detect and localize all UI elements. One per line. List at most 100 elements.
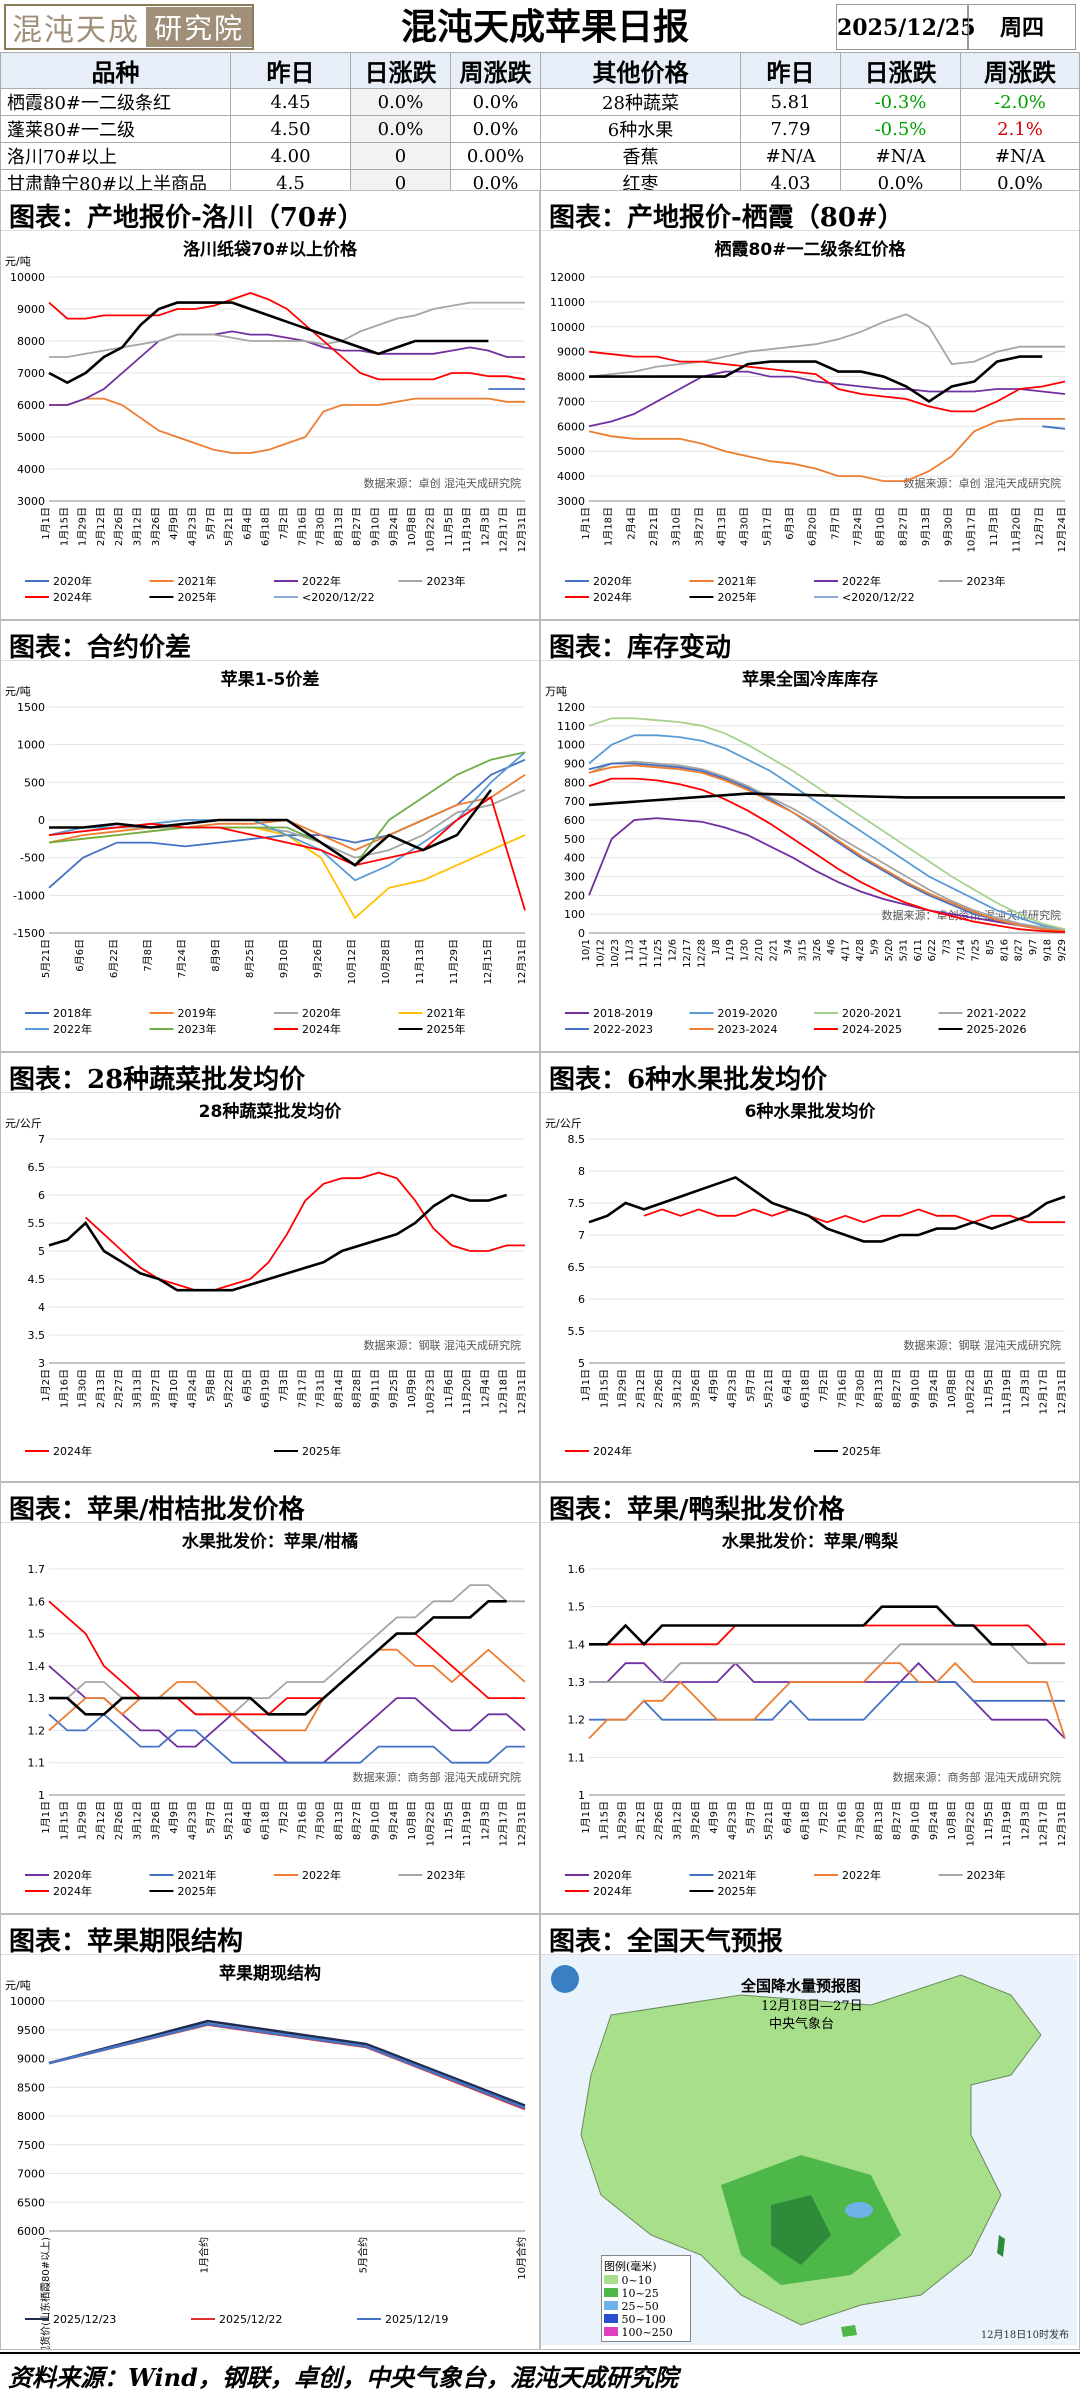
x-tick-label: 12月31日 xyxy=(516,939,528,984)
x-tick-label: 7月30日 xyxy=(855,1801,867,1840)
x-tick-label: 1/19 xyxy=(725,939,736,961)
y-axis-label: 元/吨 xyxy=(5,685,31,698)
series-line xyxy=(48,774,526,852)
x-tick-label: 2月13日 xyxy=(95,1369,107,1408)
x-tick-label: 9月24日 xyxy=(388,1801,400,1840)
x-tick-label: 7月2日 xyxy=(818,1369,830,1402)
y-tick-label: 7 xyxy=(578,1229,585,1242)
x-tick-label: 9月30日 xyxy=(943,507,955,546)
y-tick-label: 500 xyxy=(564,833,585,846)
variety: 洛川70#以上 xyxy=(0,142,231,170)
legend-label: 2025/12/22 xyxy=(219,2313,282,2326)
logo: 混沌天成 研究院 xyxy=(4,4,254,50)
x-tick-label: 4月9日 xyxy=(168,507,180,540)
x-tick-label: 6月4日 xyxy=(241,1801,253,1834)
y-tick-label: 4.5 xyxy=(28,1273,46,1286)
x-tick-label: 8/5 xyxy=(985,939,996,955)
x-tick-label: 7月30日 xyxy=(315,507,327,546)
y-tick-label: 1.3 xyxy=(568,1676,586,1689)
other-day-change: -0.5% xyxy=(840,115,961,143)
chart-title: 28种蔬菜批发均价 xyxy=(199,1101,343,1122)
x-tick-label: 4月23日 xyxy=(186,1801,198,1840)
x-tick-label: 1月1日 xyxy=(580,1801,592,1834)
x-tick-label: 12月17日 xyxy=(1038,1801,1050,1846)
legend-label: 2018年 xyxy=(53,1006,92,1020)
chart-qixia: 栖霞80#一二级条红价格 3000 4000 5000 6000 7000 8000 9000… xyxy=(550,239,1068,604)
series-line xyxy=(49,789,493,867)
x-tick-label: 9月10日 xyxy=(370,1801,382,1840)
legend-label: 2024年 xyxy=(593,1884,632,1898)
x-tick-label: 12月3日 xyxy=(1019,1369,1031,1408)
x-tick-label: 5月21日 xyxy=(763,1801,775,1840)
x-tick-label: 8/27 xyxy=(1014,939,1025,961)
x-tick-label: 12月3日 xyxy=(1019,1801,1031,1840)
y-tick-label: 300 xyxy=(564,871,585,884)
series-line xyxy=(588,313,1065,378)
y-tick-label: 6.5 xyxy=(28,1161,46,1174)
x-tick-label: 2/10 xyxy=(754,939,765,961)
legend-label: 2024年 xyxy=(53,1444,92,1458)
y-tick-label: 500 xyxy=(24,776,45,789)
y-tick-label: 1.1 xyxy=(568,1751,586,1764)
x-tick-label: 11月6日 xyxy=(443,1369,455,1408)
section-title: 图表：全国天气预报 xyxy=(541,1915,1079,1957)
x-tick-label: 10月9日 xyxy=(406,1369,418,1408)
y-tick-label: 1500 xyxy=(17,701,45,714)
other-prev: 5.81 xyxy=(740,88,841,116)
y-tick-label: 1.6 xyxy=(568,1563,586,1576)
series-line xyxy=(643,1208,1065,1224)
series-line xyxy=(48,789,526,859)
x-tick-label: 7月30日 xyxy=(315,1801,327,1840)
series-line xyxy=(49,1600,507,1716)
weekday: 周四 xyxy=(968,4,1076,50)
legend-label: 2020年 xyxy=(53,1868,92,1882)
y-tick-label: 5000 xyxy=(17,431,45,444)
chart-apple-orange: 水果批发价：苹果/柑橘 1 1.1 1.2 1.3 1.4 1.5 1.6 1.7 1月1日 1月1… xyxy=(25,1531,528,1898)
x-tick-label: 1/30 xyxy=(740,939,751,961)
page-title: 混沌天成苹果日报 xyxy=(400,6,689,48)
panel-qixia: 图表：产地报价-栖霞（80#） 栖霞80#一二级条红价格 3000 4000 5000… xyxy=(540,190,1080,620)
x-tick-label: 1月1日 xyxy=(40,507,52,540)
series-line xyxy=(49,397,525,454)
y-tick-label: 12000 xyxy=(550,271,585,284)
series-line xyxy=(588,418,1065,482)
legend-label: 2020年 xyxy=(53,574,92,588)
other-prev: 7.79 xyxy=(740,115,841,143)
x-tick-label: 6月18日 xyxy=(260,1801,272,1840)
legend-title: 图例(毫米) xyxy=(604,2260,657,2273)
x-tick-label: 12月31日 xyxy=(516,1801,528,1846)
table-row: 蓬莱80#一二级 4.50 0.0% 0.0% 6种水果 7.79 -0.5% … xyxy=(0,115,1080,143)
x-tick-label: 12/28 xyxy=(696,939,707,968)
series-line xyxy=(588,760,1066,932)
x-tick-label: 11月20日 xyxy=(1011,507,1023,552)
x-tick-label: 6/11 xyxy=(913,939,924,961)
y-tick-label: 8500 xyxy=(17,2081,45,2094)
report-date: 2025/12/25 xyxy=(836,4,976,50)
x-tick-label: 5月21日 xyxy=(40,939,52,978)
chart-source: 数据来源：钢联 混沌天成研究院 xyxy=(364,1338,522,1352)
x-tick-label: 7/25 xyxy=(970,939,981,961)
legend-label: 2024年 xyxy=(593,1444,632,1458)
other-variety: 28种蔬菜 xyxy=(540,88,741,116)
x-tick-label: 1月15日 xyxy=(58,507,70,546)
legend-label: 2024年 xyxy=(53,1884,92,1898)
x-tick-label: 8月27日 xyxy=(891,1369,903,1408)
legend-label: 2020年 xyxy=(593,574,632,588)
legend-label: 2022年 xyxy=(302,1868,341,1882)
series-line xyxy=(48,1713,525,1764)
x-tick-label: 9月10日 xyxy=(370,507,382,546)
x-tick-label: 4/17 xyxy=(841,939,852,961)
x-tick-label: 9月10日 xyxy=(910,1369,922,1408)
y-tick-label: 9000 xyxy=(557,346,585,359)
y-tick-label: 1000 xyxy=(557,739,585,752)
x-tick-label: 6月20日 xyxy=(807,507,819,546)
x-tick-label: 6月19日 xyxy=(260,1369,272,1408)
chart-source: 数据来源：卓创 混沌天成研究院 xyxy=(904,476,1062,490)
legend-label: 2025-2026 xyxy=(967,1023,1027,1036)
legend-label: 2021年 xyxy=(178,1868,217,1882)
x-tick-label: 9/29 xyxy=(1057,939,1068,961)
